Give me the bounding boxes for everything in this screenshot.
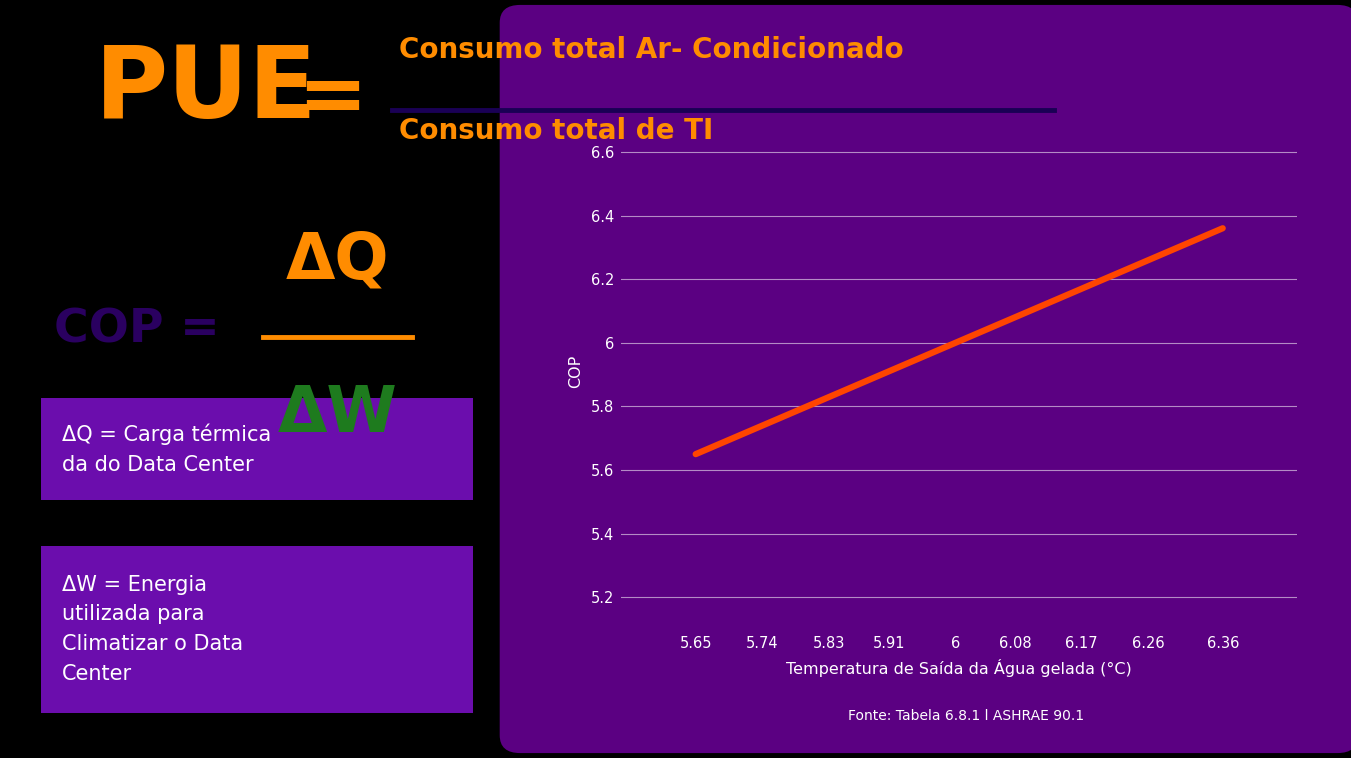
FancyBboxPatch shape	[500, 5, 1351, 753]
FancyBboxPatch shape	[19, 537, 494, 721]
Text: =: =	[297, 58, 367, 139]
Text: Consumo total Ar- Condicionado: Consumo total Ar- Condicionado	[399, 36, 904, 64]
Text: ΔQ = Carga térmica
da do Data Center: ΔQ = Carga térmica da do Data Center	[62, 424, 272, 475]
FancyBboxPatch shape	[19, 393, 494, 506]
Text: ΔW = Energia
utilizada para
Climatizar o Data
Center: ΔW = Energia utilizada para Climatizar o…	[62, 575, 243, 684]
Text: Consumo total de TI: Consumo total de TI	[399, 117, 713, 146]
Text: COP =: COP =	[54, 307, 220, 352]
Text: ΔQ: ΔQ	[286, 230, 389, 292]
Text: PUE: PUE	[95, 42, 317, 139]
Text: ΔW: ΔW	[278, 383, 397, 445]
Text: Fonte: Tabela 6.8.1 l ASHRAE 90.1: Fonte: Tabela 6.8.1 l ASHRAE 90.1	[848, 709, 1084, 723]
Y-axis label: COP: COP	[567, 355, 582, 388]
X-axis label: Temperatura de Saída da Água gelada (°C): Temperatura de Saída da Água gelada (°C)	[786, 659, 1132, 678]
